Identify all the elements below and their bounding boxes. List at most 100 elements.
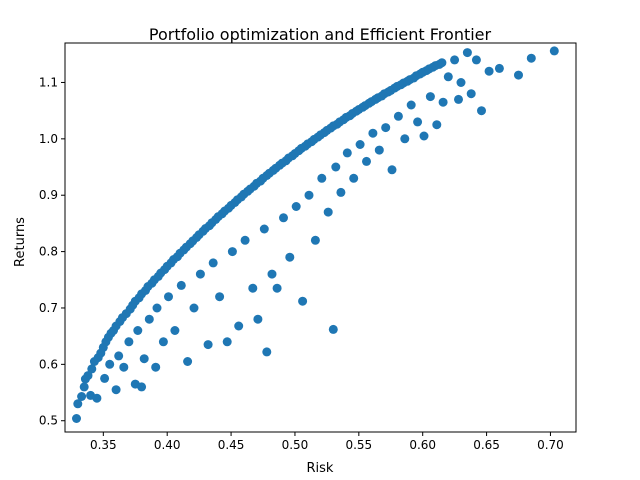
scatter-point <box>158 337 168 347</box>
scatter-point <box>368 128 378 138</box>
y-tick-label: 1.1 <box>39 75 58 89</box>
scatter-point <box>336 187 346 197</box>
scatter-point <box>262 347 272 357</box>
scatter-point <box>215 292 225 302</box>
scatter-point <box>362 156 371 166</box>
scatter-point <box>176 280 186 290</box>
scatter-point <box>227 247 237 257</box>
scatter-point <box>342 148 352 158</box>
scatter-point <box>151 362 161 372</box>
scatter-point <box>164 292 173 302</box>
x-tick-label: 0.60 <box>409 438 436 452</box>
scatter-point <box>208 258 218 268</box>
scatter-point <box>438 97 448 107</box>
scatter-point <box>73 399 83 409</box>
scatter-point <box>331 162 341 172</box>
scatter-point <box>298 296 308 306</box>
scatter-point <box>189 303 199 313</box>
scatter-point <box>477 106 486 116</box>
scatter-point <box>203 340 213 350</box>
scatter-point <box>285 252 295 262</box>
scatter-point <box>234 321 244 331</box>
x-axis-label: Risk <box>307 461 334 476</box>
scatter-point <box>355 140 365 149</box>
scatter-point <box>83 371 93 381</box>
scatter-point <box>374 145 384 155</box>
scatter-point <box>454 94 463 104</box>
scatter-point <box>272 283 282 293</box>
x-axis-ticks: 0.35 0.40 0.45 0.50 0.55 0.60 0.65 0.70 <box>90 432 564 452</box>
scatter-point <box>259 224 269 234</box>
x-tick-label: 0.40 <box>154 438 181 452</box>
y-tick-label: 0.8 <box>39 245 58 259</box>
scatter-point <box>144 314 154 324</box>
scatter-point <box>381 123 391 133</box>
scatter-point <box>291 202 301 211</box>
scatter-point <box>484 66 494 76</box>
scatter-point <box>267 269 277 279</box>
scatter-point <box>253 314 263 324</box>
y-tick-label: 0.9 <box>39 188 58 202</box>
scatter-point <box>72 414 81 423</box>
scatter-point <box>400 134 410 144</box>
x-tick-label: 0.50 <box>282 438 309 452</box>
x-tick-label: 0.70 <box>537 438 564 452</box>
scatter-point <box>514 70 523 80</box>
y-axis-label: Returns <box>13 217 28 267</box>
scatter-point <box>310 235 320 245</box>
scatter-point <box>170 326 180 335</box>
scatter-point <box>323 207 333 217</box>
scatter-point <box>393 111 403 121</box>
scatter-point <box>317 173 327 183</box>
scatter-point <box>100 373 110 383</box>
scatter-point <box>77 392 87 401</box>
scatter-point <box>349 173 359 183</box>
scatter-point <box>450 55 460 65</box>
scatter-point <box>222 337 232 347</box>
scatter-point <box>419 131 429 141</box>
scatter-point <box>494 63 504 73</box>
plot-area-frame <box>64 42 577 433</box>
scatter-point <box>425 92 435 102</box>
scatter-point <box>304 190 314 200</box>
scatter-point <box>133 326 143 335</box>
y-tick-label: 0.7 <box>39 301 58 315</box>
scatter-point <box>114 351 124 361</box>
scatter-point <box>413 117 423 127</box>
scatter-points <box>72 46 559 423</box>
scatter-point <box>471 55 481 65</box>
scatter-point <box>111 385 121 395</box>
x-tick-label: 0.65 <box>473 438 500 452</box>
scatter-point <box>248 283 258 293</box>
y-tick-label: 0.5 <box>39 414 58 428</box>
scatter-point <box>437 58 447 68</box>
scatter-point <box>105 359 115 369</box>
scatter-point <box>124 337 134 347</box>
scatter-point <box>387 165 397 175</box>
scatter-point <box>443 72 453 82</box>
scatter-point <box>137 382 147 392</box>
scatter-point <box>119 362 129 372</box>
scatter-point <box>549 46 559 56</box>
scatter-point <box>183 357 193 366</box>
y-axis-ticks: 0.5 0.6 0.7 0.8 0.9 1.0 1.1 <box>39 75 65 428</box>
x-tick-label: 0.35 <box>90 438 117 452</box>
scatter-point <box>195 269 205 279</box>
x-tick-label: 0.45 <box>218 438 245 452</box>
scatter-point <box>279 213 288 223</box>
scatter-point <box>87 364 97 374</box>
scatter-point <box>240 235 250 245</box>
scatter-point <box>79 382 89 392</box>
scatter-point <box>456 78 466 87</box>
scatter-point <box>92 393 102 403</box>
scatter-point <box>466 89 476 99</box>
x-tick-label: 0.55 <box>345 438 372 452</box>
scatter-point <box>328 324 338 334</box>
scatter-point <box>152 303 162 313</box>
chart-title: Portfolio optimization and Efficient Fro… <box>149 25 492 44</box>
scatter-point <box>406 100 416 110</box>
scatter-point <box>462 48 472 58</box>
y-tick-label: 0.6 <box>39 357 58 371</box>
